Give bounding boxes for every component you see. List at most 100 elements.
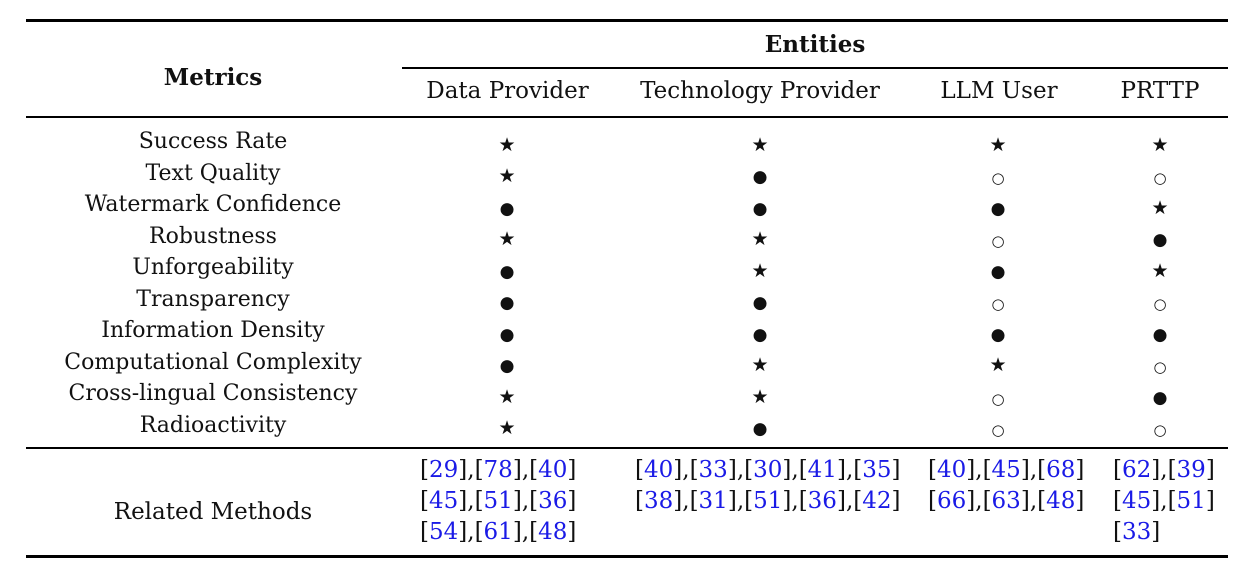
top-rule bbox=[26, 19, 1228, 22]
related-methods-label: Related Methods bbox=[113, 499, 313, 525]
related-refs-3: [40],[45],[68] [66],[63],[48] bbox=[928, 455, 1084, 517]
citation-link[interactable]: 68 bbox=[1046, 457, 1076, 483]
metric-label: Information Density bbox=[101, 318, 325, 343]
citation-link[interactable]: 29 bbox=[428, 457, 459, 483]
open-symbol-icon: ○ bbox=[1153, 421, 1167, 439]
ref-line: [45],[51] bbox=[1113, 488, 1215, 514]
open-symbol-icon: ○ bbox=[1153, 169, 1167, 187]
star-symbol-icon: ★ bbox=[989, 354, 1007, 376]
star-symbol-icon: ★ bbox=[498, 228, 516, 250]
filled-symbol-icon: ● bbox=[752, 293, 768, 313]
citation-link[interactable]: 31 bbox=[698, 488, 728, 514]
citation-link[interactable]: 51 bbox=[1176, 488, 1206, 514]
open-symbol-icon: ○ bbox=[991, 389, 1005, 408]
metric-label: Watermark Confidence bbox=[84, 192, 342, 217]
citation-link[interactable]: 39 bbox=[1176, 457, 1206, 483]
citation-link[interactable]: 61 bbox=[483, 519, 513, 545]
citation-link[interactable]: 40 bbox=[643, 457, 674, 483]
metric-label: Robustness bbox=[149, 223, 277, 249]
citation-link[interactable]: 63 bbox=[991, 488, 1021, 514]
filled-symbol-icon: ● bbox=[990, 261, 1006, 282]
related-refs-2: [40],[33],[30],[41],[35] [38],[31],[51],[… bbox=[635, 455, 901, 517]
star-symbol-icon: ★ bbox=[989, 133, 1007, 156]
metric-label: Unforgeability bbox=[132, 255, 294, 280]
ref-line: [66],[63],[48] bbox=[928, 488, 1085, 514]
filled-symbol-icon: ● bbox=[752, 198, 768, 219]
filled-symbol-icon: ● bbox=[499, 293, 515, 313]
related-refs-1: [29],[78],[40] [45],[51],[36] [54],[61],[4… bbox=[420, 455, 576, 548]
star-symbol-icon: ★ bbox=[498, 385, 516, 408]
star-symbol-icon: ★ bbox=[1151, 259, 1169, 282]
citation-link[interactable]: 33 bbox=[1121, 519, 1152, 545]
star-symbol-icon: ★ bbox=[751, 259, 769, 282]
related-refs-4: [62],[39] [45],[51] [33] bbox=[1113, 455, 1215, 548]
col-header-technology-provider: Technology Provider bbox=[640, 78, 880, 104]
star-symbol-icon: ★ bbox=[751, 354, 769, 376]
citation-link[interactable]: 40 bbox=[538, 457, 568, 483]
filled-symbol-icon: ● bbox=[499, 356, 515, 376]
citation-link[interactable]: 51 bbox=[753, 488, 783, 514]
open-symbol-icon: ○ bbox=[991, 232, 1005, 250]
ref-line: [54],[61],[48] bbox=[420, 519, 577, 545]
star-symbol-icon: ★ bbox=[498, 165, 516, 187]
open-symbol-icon: ○ bbox=[1153, 295, 1167, 313]
metric-label: Success Rate bbox=[138, 129, 288, 154]
citation-link[interactable]: 33 bbox=[698, 457, 728, 483]
citation-link[interactable]: 48 bbox=[1046, 488, 1076, 514]
ref-line: [40],[33],[30],[41],[35] bbox=[635, 457, 901, 483]
citation-link[interactable]: 40 bbox=[936, 457, 967, 483]
citation-link[interactable]: 54 bbox=[428, 519, 459, 545]
citation-link[interactable]: 78 bbox=[483, 457, 513, 483]
filled-symbol-icon: ● bbox=[499, 324, 515, 345]
metrics-header: Metrics bbox=[163, 64, 263, 91]
open-symbol-icon: ○ bbox=[1153, 358, 1167, 376]
citation-link[interactable]: 66 bbox=[936, 488, 967, 514]
citation-link[interactable]: 38 bbox=[643, 488, 674, 514]
citation-link[interactable]: 62 bbox=[1121, 457, 1152, 483]
body-rule bbox=[26, 447, 1228, 449]
metric-label: Radioactivity bbox=[139, 412, 287, 438]
ref-line: [40],[45],[68] bbox=[928, 457, 1085, 483]
ref-line: [33] bbox=[1113, 519, 1161, 545]
ref-line: [29],[78],[40] bbox=[420, 457, 577, 483]
citation-link[interactable]: 36 bbox=[807, 488, 837, 514]
citation-link[interactable]: 51 bbox=[483, 488, 513, 514]
citation-link[interactable]: 45 bbox=[428, 488, 459, 514]
star-symbol-icon: ★ bbox=[1151, 133, 1169, 156]
col-header-prrtp: PRTTP bbox=[1120, 78, 1200, 104]
col-header-llm-user: LLM User bbox=[940, 78, 1058, 104]
open-symbol-icon: ○ bbox=[991, 421, 1005, 439]
citation-link[interactable]: 36 bbox=[538, 488, 568, 514]
bottom-rule bbox=[26, 555, 1228, 558]
filled-symbol-icon: ● bbox=[990, 198, 1006, 219]
citation-link[interactable]: 35 bbox=[862, 457, 892, 483]
filled-symbol-icon: ● bbox=[752, 324, 768, 345]
metric-label: Computational Complexity bbox=[64, 349, 362, 375]
open-symbol-icon: ○ bbox=[991, 295, 1005, 313]
ref-line: [38],[31],[51],[36],[42] bbox=[635, 488, 901, 514]
citation-link[interactable]: 41 bbox=[807, 457, 837, 483]
citation-link[interactable]: 45 bbox=[1121, 488, 1152, 514]
entities-cmidrule bbox=[402, 67, 1228, 69]
star-symbol-icon: ★ bbox=[751, 133, 769, 156]
header-rule bbox=[26, 116, 1228, 118]
citation-link[interactable]: 30 bbox=[753, 457, 783, 483]
star-symbol-icon: ★ bbox=[751, 228, 769, 250]
filled-symbol-icon: ● bbox=[752, 167, 768, 187]
metric-label: Text Quality bbox=[145, 160, 281, 186]
metric-label: Transparency bbox=[136, 286, 290, 312]
star-symbol-icon: ★ bbox=[498, 133, 516, 156]
open-symbol-icon: ○ bbox=[991, 169, 1005, 187]
citation-link[interactable]: 42 bbox=[862, 488, 892, 514]
star-symbol-icon: ★ bbox=[498, 417, 516, 439]
star-symbol-icon: ★ bbox=[1151, 196, 1169, 219]
filled-symbol-icon: ● bbox=[499, 261, 515, 282]
entities-header: Entities bbox=[764, 31, 866, 58]
metric-label: Cross-lingual Consistency bbox=[68, 381, 358, 406]
filled-symbol-icon: ● bbox=[1152, 324, 1168, 345]
filled-symbol-icon: ● bbox=[990, 324, 1006, 345]
ref-line: [62],[39] bbox=[1113, 457, 1215, 483]
citation-link[interactable]: 48 bbox=[538, 519, 568, 545]
citation-link[interactable]: 45 bbox=[991, 457, 1021, 483]
ref-line: [45],[51],[36] bbox=[420, 488, 577, 514]
